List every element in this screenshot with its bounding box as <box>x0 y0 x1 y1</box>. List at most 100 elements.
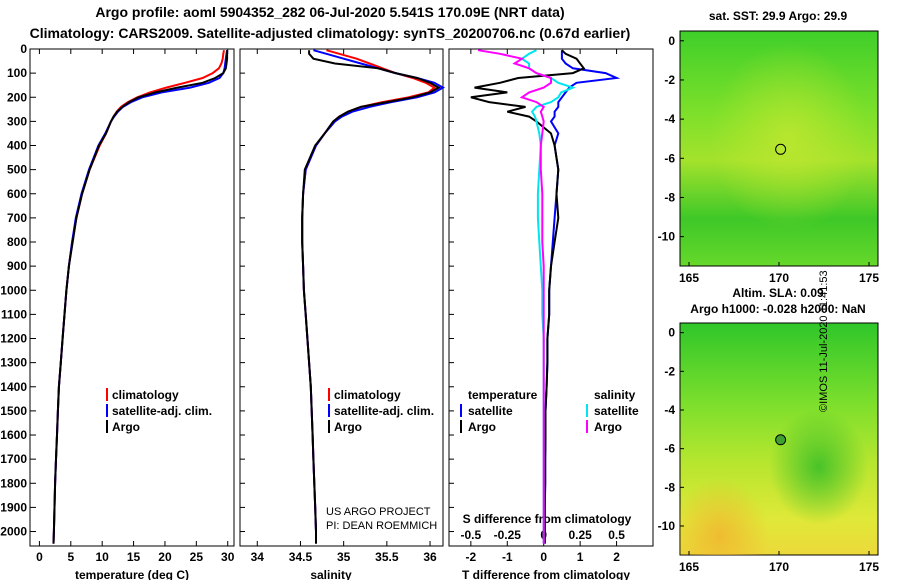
map-y-tick-label: -8 <box>664 190 675 204</box>
x-tick-label: 2 <box>613 550 620 564</box>
temperature-lines <box>52 50 229 544</box>
depth-tick-label: 1700 <box>0 452 27 466</box>
depth-tick-label: 1100 <box>1 307 27 321</box>
salinity-lines <box>301 49 446 544</box>
sla-map-title-line2: Argo h1000: -0.028 h2000: NaN <box>690 302 865 316</box>
salinity-legend: climatology satellite-adj. clim. Argo <box>328 388 434 434</box>
s-diff-tick-label: -0.5 <box>461 528 482 542</box>
series-line-t-satellite <box>543 50 621 544</box>
credit-project: US ARGO PROJECT <box>326 506 431 518</box>
sst-map-axes: 165 170 175 0 -2 -4 -6 -8 -10 <box>658 34 880 285</box>
legend-title-temperature: temperature <box>468 388 538 402</box>
depth-tick-label: 400 <box>7 139 27 153</box>
x-tick-label: 25 <box>190 550 204 564</box>
difference-panel-frame <box>448 48 654 547</box>
x-tick-label: 10 <box>96 550 110 564</box>
map-x-tick-label: 170 <box>769 271 789 285</box>
legend-label-s-argo: Argo <box>594 420 622 434</box>
series-line-satellite-adj-clim- <box>52 50 229 544</box>
depth-tick-label: 500 <box>7 163 27 177</box>
legend-label-t-satellite: satellite <box>468 404 513 418</box>
map-y-tick-label: 0 <box>668 326 675 340</box>
s-difference-title: S difference from climatology <box>463 512 632 526</box>
sst-argo-position-marker <box>775 143 787 155</box>
x-tick-label: -1 <box>502 550 513 564</box>
x-tick-label: 34 <box>251 550 265 564</box>
depth-tick-label: 700 <box>7 211 27 225</box>
map-y-tick-label: -4 <box>664 112 675 126</box>
x-tick-label: 36 <box>423 550 437 564</box>
title-line-2: Climatology: CARS2009. Satellite-adjuste… <box>29 25 631 41</box>
series-line-satellite-adj-clim- <box>301 49 446 544</box>
depth-tick-label: 900 <box>7 259 27 273</box>
map-x-tick-label: 175 <box>859 560 879 574</box>
legend-label-t-argo: Argo <box>468 420 496 434</box>
x-tick-label: 1 <box>577 550 584 564</box>
legend-label-argo: Argo <box>112 420 140 434</box>
legend-title-salinity: salinity <box>594 388 636 402</box>
x-tick-label: 34.5 <box>289 550 313 564</box>
s-diff-tick-label: 0.5 <box>608 528 625 542</box>
x-tick-label: 35.5 <box>375 550 399 564</box>
x-tick-label: 15 <box>127 550 141 564</box>
depth-tick-label: 1300 <box>0 356 27 370</box>
depth-tick-label: 200 <box>7 90 27 104</box>
map-x-tick-label: 165 <box>679 271 699 285</box>
depth-tick-label: 1900 <box>0 500 27 514</box>
series-line-s-argo <box>477 49 552 544</box>
depth-tick-label: 800 <box>7 235 27 249</box>
map-y-tick-label: -10 <box>658 519 676 533</box>
legend-label-satellite: satellite-adj. clim. <box>112 404 212 418</box>
map-y-tick-label: -2 <box>664 73 675 87</box>
difference-lines <box>470 49 621 544</box>
series-line-argo <box>52 50 229 544</box>
legend-label-argo: Argo <box>334 420 362 434</box>
map-x-tick-label: 175 <box>859 271 879 285</box>
series-line-climatology <box>52 50 225 544</box>
depth-tick-label: 1400 <box>0 380 27 394</box>
legend-label-satellite: satellite-adj. clim. <box>334 404 434 418</box>
x-tick-label: 0 <box>36 550 43 564</box>
depth-tick-label: 1000 <box>0 283 27 297</box>
map-y-tick-label: -6 <box>664 151 675 165</box>
legend-label-s-satellite: satellite <box>594 404 639 418</box>
depth-tick-label: 0 <box>20 42 27 56</box>
x-tick-label: 20 <box>158 550 172 564</box>
temperature-xlabel: temperature (deg C) <box>75 568 189 580</box>
series-line-argo <box>301 50 441 544</box>
credit-pi: PI: DEAN ROEMMICH <box>326 520 437 532</box>
x-tick-label: -2 <box>466 550 477 564</box>
sst-map-warm-patch <box>680 31 878 266</box>
x-tick-label: 35 <box>337 550 351 564</box>
legend-label-climatology: climatology <box>112 388 179 402</box>
depth-tick-label: 1200 <box>0 332 27 346</box>
series-line-climatology <box>301 49 437 544</box>
depth-tick-label: 1800 <box>0 476 27 490</box>
sla-argo-position-marker <box>775 434 787 446</box>
x-tick-label: 5 <box>67 550 74 564</box>
series-line-s-satellite <box>520 49 576 544</box>
map-y-tick-label: -8 <box>664 480 675 494</box>
salinity-x-axis: 34 34.5 35 35.5 36 <box>251 49 437 564</box>
depth-tick-label: 1600 <box>0 428 27 442</box>
depth-tick-label: 600 <box>7 187 27 201</box>
map-x-tick-label: 165 <box>679 560 699 574</box>
sst-map-title: sat. SST: 29.9 Argo: 29.9 <box>709 9 848 23</box>
map-y-tick-label: -6 <box>664 442 675 456</box>
temperature-panel-frame <box>29 48 235 547</box>
difference-xlabel: T difference from climatology <box>462 568 630 580</box>
timestamp-stamp: ©IMOS 11-Jul-2020 11:41:53 <box>818 270 830 412</box>
salinity-xlabel: salinity <box>310 568 352 580</box>
x-tick-label: 30 <box>221 550 235 564</box>
map-x-tick-label: 170 <box>769 560 789 574</box>
sla-map-title-line1: Altim. SLA: 0.09 <box>732 286 824 300</box>
depth-tick-label: 100 <box>7 66 27 80</box>
depth-tick-label: 300 <box>7 114 27 128</box>
map-y-tick-label: -10 <box>658 230 676 244</box>
series-line-t-argo <box>470 49 586 544</box>
temperature-legend: climatology satellite-adj. clim. Argo <box>106 388 212 434</box>
sla-map-axes: 165 170 175 0 -2 -4 -6 -8 -10 <box>658 326 880 574</box>
map-y-tick-label: -2 <box>664 364 675 378</box>
temperature-x-axis: 0 5 10 15 20 25 30 <box>36 49 235 564</box>
